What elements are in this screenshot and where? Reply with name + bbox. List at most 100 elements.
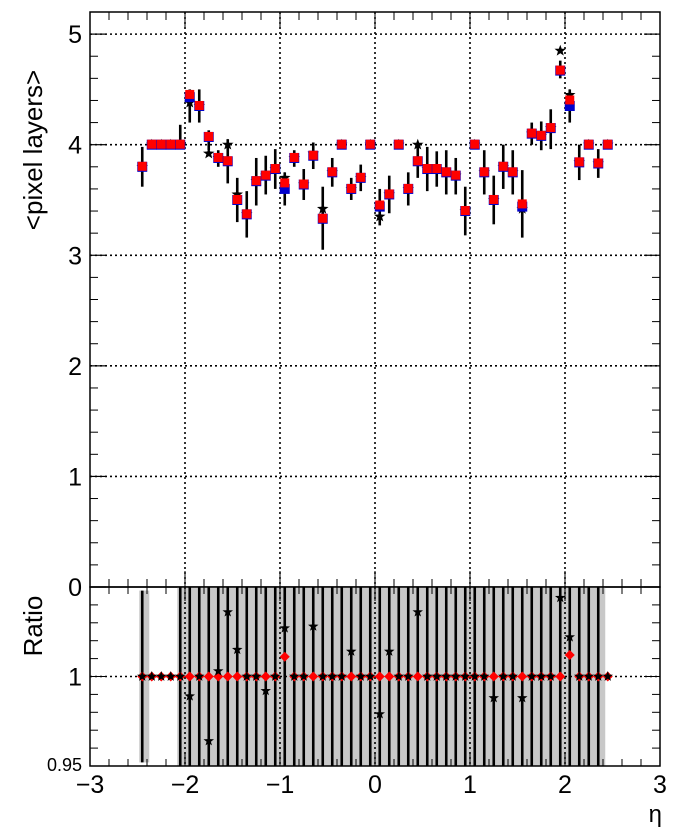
main-red-point [593, 158, 603, 168]
ratio-star-point [175, 671, 186, 681]
main-red-point [441, 167, 451, 177]
ratio-star-point [422, 671, 433, 681]
ratio-star-point [545, 671, 556, 681]
ratio-star-point [203, 735, 214, 746]
ratio-red-point [222, 671, 233, 682]
ratio-star-point [403, 671, 414, 681]
main-red-point [451, 170, 461, 180]
ratio-star-point [251, 671, 262, 681]
ratio-star-point [412, 606, 423, 617]
main-red-point [422, 164, 432, 174]
ratio-red-point [184, 671, 195, 682]
ratio-star-point [156, 671, 167, 681]
main-star-point [564, 88, 576, 100]
main-y-tick-label: 1 [68, 463, 82, 491]
ratio-star-point [184, 690, 195, 701]
main-red-point [498, 161, 508, 171]
ratio-star-point [602, 671, 613, 681]
main-red-point [517, 199, 527, 209]
main-red-point [175, 139, 185, 149]
main-star-point [374, 210, 386, 222]
main-red-point [280, 178, 290, 188]
main-y-tick-label: 5 [68, 21, 82, 49]
main-red-point [536, 130, 546, 140]
ratio-star-point [232, 644, 243, 655]
ratio-red-point [488, 671, 499, 682]
main-red-point [213, 152, 223, 162]
main-red-point [574, 157, 584, 167]
ratio-red-point [232, 671, 243, 682]
main-red-point [346, 183, 356, 193]
ratio-red-point [308, 671, 319, 682]
main-red-point [565, 95, 575, 105]
ratio-red-point [564, 650, 575, 661]
main-y-axis-label: <pixel layers> [18, 70, 48, 230]
ratio-star-point [536, 671, 547, 681]
ratio-star-point [327, 671, 338, 681]
ratio-red-point [384, 671, 395, 682]
ratio-red-point [260, 671, 271, 682]
ratio-star-point [583, 671, 594, 681]
ratio-red-point [203, 671, 214, 682]
main-y-tick-label: 0 [68, 574, 82, 602]
ratio-star-point [479, 671, 490, 681]
ratio-star-point [355, 671, 366, 681]
ratio-x-tick-label: 0 [368, 771, 382, 799]
main-red-point [413, 156, 423, 166]
ratio-star-point [564, 631, 575, 642]
main-blue-point [279, 183, 290, 194]
ratio-star-point [213, 665, 224, 676]
main-star-point [412, 138, 424, 150]
main-red-point [603, 139, 613, 149]
main-red-point [527, 128, 537, 138]
ratio-star-point [270, 671, 281, 681]
main-red-point [251, 176, 261, 186]
main-red-point [223, 156, 233, 166]
main-star-point [231, 188, 243, 200]
main-red-point [508, 167, 518, 177]
main-red-point [270, 164, 280, 174]
main-y-tick-label: 4 [68, 132, 82, 160]
ratio-star-point [308, 620, 319, 631]
ratio-star-point [469, 671, 480, 681]
ratio-x-tick-label: 2 [558, 771, 572, 799]
ratio-panel: 0.95 1 −3 −2 −1 0 1 2 3 [47, 586, 667, 799]
ratio-red-point [555, 671, 566, 682]
ratio-y-tick-label: 0.95 [47, 755, 82, 775]
ratio-star-point [593, 671, 604, 681]
ratio-star-point [289, 671, 300, 681]
ratio-star-point [384, 645, 395, 656]
main-red-point [156, 139, 166, 149]
main-red-point [470, 139, 480, 149]
ratio-red-point [517, 671, 528, 682]
ratio-star-point [298, 671, 309, 681]
ratio-star-point [526, 671, 537, 681]
ratio-star-point [241, 671, 252, 681]
main-red-point [232, 194, 242, 204]
ratio-y-axis-label: Ratio [18, 596, 48, 657]
ratio-star-point [146, 671, 157, 681]
main-blue-point [564, 100, 575, 111]
main-red-point [204, 131, 214, 141]
main-red-point [147, 139, 157, 149]
ratio-star-point [222, 606, 233, 617]
main-red-point [261, 170, 271, 180]
main-red-point [166, 139, 176, 149]
ratio-star-point [194, 671, 205, 681]
main-red-point [432, 164, 442, 174]
ratio-star-point [279, 622, 290, 633]
main-red-point [242, 209, 252, 219]
main-red-point [460, 206, 470, 216]
ratio-star-point [507, 671, 518, 681]
main-star-point [222, 138, 234, 150]
main-red-point [489, 194, 499, 204]
main-red-point [403, 183, 413, 193]
main-star-point [279, 171, 291, 183]
main-red-point [194, 100, 204, 110]
ratio-star-point [374, 708, 385, 719]
ratio-star-point [365, 671, 376, 681]
main-y-tick-label: 3 [68, 242, 82, 270]
main-red-point [584, 139, 594, 149]
main-red-point [337, 139, 347, 149]
